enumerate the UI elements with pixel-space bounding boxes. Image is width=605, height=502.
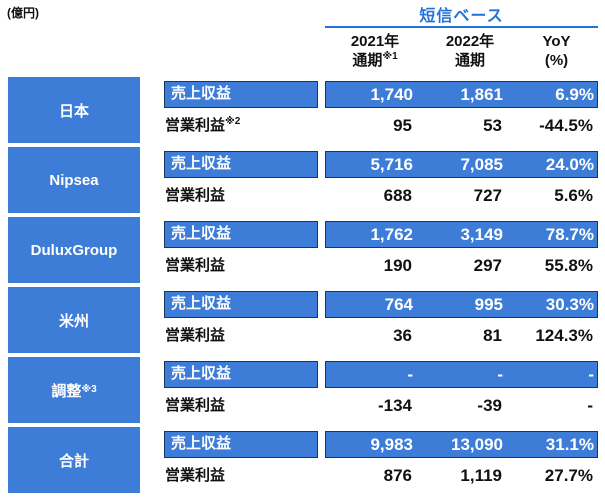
profit-label: 営業利益 [165, 187, 226, 204]
revenue-label-box: 売上収益 [164, 361, 318, 388]
revenue-yoy-value: - [588, 364, 594, 384]
profit-yoy-value: - [587, 396, 593, 415]
profit-values-row: -134 -39 - [325, 392, 598, 420]
profit-values-row: 36 81 124.3% [325, 322, 598, 350]
revenue-yoy-value: 6.9% [555, 84, 594, 104]
revenue-label-box: 売上収益 [164, 151, 318, 178]
revenue-values-band: - - - [325, 361, 598, 388]
profit-2022-value: 53 [483, 116, 502, 135]
profit-values-row: 688 727 5.6% [325, 182, 598, 210]
column-header-2021-period: 通期※1 [352, 51, 398, 70]
revenue-values-band: 5,716 7,085 24.0% [325, 151, 598, 178]
segment-name-box: Nipsea [8, 147, 140, 213]
column-header-yoy: YoY (%) [515, 32, 598, 70]
profit-2022-value: 727 [473, 186, 502, 205]
profit-values-row: 95 53 -44.5% [325, 112, 598, 140]
revenue-2022-value: 995 [474, 294, 503, 314]
profit-values-row: 876 1,119 27.7% [325, 462, 598, 490]
segment-group-duluxgroup: DuluxGroup 売上収益 1,762 3,149 78.7% 営業利益 1… [0, 217, 605, 283]
profit-2022-value: 297 [473, 256, 502, 275]
revenue-2022-value: 1,861 [460, 84, 503, 104]
segment-group-adjustments: 調整 ※3 売上収益 - - - 営業利益 -134 -39 - [0, 357, 605, 423]
segment-name-box: 米州 [8, 287, 140, 353]
profit-values-row: 190 297 55.8% [325, 252, 598, 280]
profit-2021-value: -134 [377, 396, 412, 415]
basis-title: 短信ベース [419, 8, 504, 25]
revenue-2022-value: - [497, 364, 503, 384]
segment-group-total: 合計 売上収益 9,983 13,090 31.1% 営業利益 876 1,11… [0, 427, 605, 493]
column-header-2021-year: 2021年 [350, 33, 400, 50]
revenue-label-box: 売上収益 [164, 431, 318, 458]
revenue-yoy-value: 24.0% [545, 154, 594, 174]
revenue-label-box: 売上収益 [164, 291, 318, 318]
revenue-2022-value: 13,090 [451, 434, 503, 454]
profit-2021-value: 876 [383, 466, 412, 485]
revenue-values-band: 1,740 1,861 6.9% [325, 81, 598, 108]
profit-label: 営業利益 [165, 467, 226, 484]
profit-label: 営業利益 [165, 327, 226, 344]
revenue-yoy-value: 78.7% [545, 224, 594, 244]
revenue-values-band: 764 995 30.3% [325, 291, 598, 318]
revenue-values-band: 9,983 13,090 31.1% [325, 431, 598, 458]
profit-yoy-value: 124.3% [535, 326, 593, 345]
revenue-label-box: 売上収益 [164, 81, 318, 108]
revenue-2022-value: 7,085 [460, 154, 503, 174]
column-header-2022-year: 2022年 [445, 33, 495, 50]
footnote-ref-2: ※2 [225, 116, 241, 127]
revenue-2021-value: - [407, 364, 413, 384]
revenue-values-band: 1,762 3,149 78.7% [325, 221, 598, 248]
column-header-2022-period: 通期 [454, 52, 485, 69]
segment-group-nipsea: Nipsea 売上収益 5,716 7,085 24.0% 営業利益 688 7… [0, 147, 605, 213]
profit-yoy-value: 27.7% [544, 466, 593, 485]
revenue-yoy-value: 31.1% [545, 434, 594, 454]
column-headers: 2021年 通期※1 2022年 通期 YoY (%) [325, 32, 598, 70]
revenue-2022-value: 3,149 [460, 224, 503, 244]
profit-label: 営業利益 [165, 257, 226, 274]
revenue-2021-value: 764 [384, 294, 413, 314]
profit-yoy-value: 55.8% [544, 256, 593, 275]
profit-2021-value: 36 [393, 326, 412, 345]
revenue-2021-value: 1,762 [370, 224, 413, 244]
revenue-2021-value: 5,716 [370, 154, 413, 174]
segment-group-americas: 米州 売上収益 764 995 30.3% 営業利益 36 81 124.3% [0, 287, 605, 353]
profit-2021-value: 95 [393, 116, 412, 135]
column-header-yoy-unit: (%) [544, 52, 569, 69]
column-header-2021: 2021年 通期※1 [325, 32, 425, 70]
profit-2021-value: 190 [383, 256, 412, 275]
profit-yoy-value: 5.6% [554, 186, 593, 205]
profit-2021-value: 688 [383, 186, 412, 205]
column-header-yoy-label: YoY [542, 33, 571, 50]
segment-name-box: 調整 ※3 [8, 357, 140, 423]
segment-name-box: DuluxGroup [8, 217, 140, 283]
basis-title-underline [325, 26, 598, 28]
revenue-label-box: 売上収益 [164, 221, 318, 248]
revenue-yoy-value: 30.3% [545, 294, 594, 314]
revenue-2021-value: 9,983 [370, 434, 413, 454]
revenue-2021-value: 1,740 [370, 84, 413, 104]
profit-2022-value: -39 [477, 396, 502, 415]
segment-name-box: 合計 [8, 427, 140, 493]
profit-2022-value: 1,119 [460, 466, 502, 485]
footnote-ref-1: ※1 [382, 51, 398, 62]
profit-2022-value: 81 [483, 326, 502, 345]
profit-label: 営業利益※2 [165, 116, 241, 135]
profit-label: 営業利益 [165, 397, 226, 414]
unit-label: (億円) [7, 6, 39, 20]
profit-yoy-value: -44.5% [539, 116, 593, 135]
column-header-2022: 2022年 通期 [425, 32, 515, 70]
segment-name-box: 日本 [8, 77, 140, 143]
segment-group-japan: 日本 売上収益 1,740 1,861 6.9% 営業利益※2 95 53 -4… [0, 77, 605, 143]
